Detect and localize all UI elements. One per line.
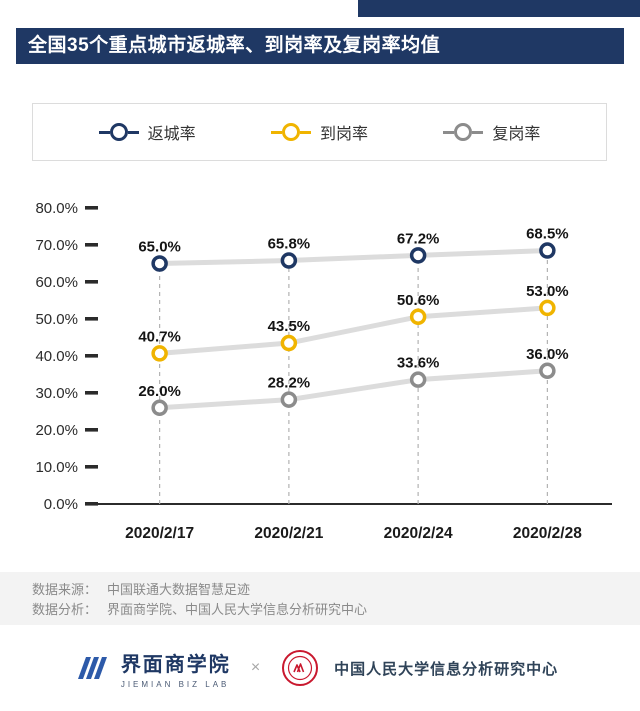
y-tick-label: 50.0%: [35, 311, 78, 328]
data-point: [539, 242, 556, 259]
y-tick-dash: [85, 280, 98, 284]
data-label: 53.0%: [526, 283, 569, 300]
data-point: [151, 399, 168, 417]
data-label: 40.7%: [138, 328, 181, 345]
legend-item-2: 复岗率: [443, 120, 540, 144]
legend-marker-icon: [270, 123, 311, 141]
data-label: 33.6%: [397, 355, 440, 372]
series-line: [157, 305, 550, 356]
data-label: 68.5%: [526, 226, 569, 243]
x-tick-label: 2020/2/28: [513, 525, 582, 542]
jiemian-subtitle: JIEMIAN BIZ LAB: [120, 679, 230, 689]
data-label: 26.0%: [138, 383, 181, 400]
data-point: [409, 308, 427, 326]
data-point: [280, 391, 298, 408]
chart-legend: 返城率 到岗率 复岗率: [32, 103, 607, 161]
decorative-top-bar: [358, 0, 640, 17]
cross-separator: ×: [250, 659, 261, 676]
y-tick-label: 30.0%: [35, 385, 78, 402]
y-tick-label: 0.0%: [44, 496, 78, 513]
data-label: 50.6%: [397, 292, 440, 309]
data-point: [409, 371, 427, 388]
jiemian-logo-icon: [77, 657, 107, 679]
legend-label: 返城率: [147, 126, 196, 143]
legend-label: 复岗率: [492, 126, 541, 143]
data-point: [409, 247, 427, 264]
jiemian-name: 界面商学院: [120, 653, 231, 676]
x-tick-label: 2020/2/24: [384, 525, 453, 542]
y-tick-label: 10.0%: [35, 459, 78, 476]
legend-marker-icon: [98, 123, 139, 141]
y-tick-label: 80.0%: [35, 200, 78, 217]
legend-item-1: 到岗率: [270, 120, 368, 144]
y-tick-dash: [85, 465, 98, 469]
data-label: 28.2%: [268, 375, 311, 392]
series-line: [157, 248, 550, 266]
ruc-seal-icon: [282, 650, 319, 686]
footer-logos: 界面商学院 JIEMIAN BIZ LAB × 中国人民大学信息分析研究中心: [0, 625, 640, 711]
data-point: [539, 299, 556, 317]
y-tick-label: 60.0%: [35, 274, 78, 291]
y-tick-label: 70.0%: [35, 237, 78, 254]
legend-marker-icon: [443, 123, 484, 141]
y-tick-dash: [85, 354, 98, 358]
page-title: 全国35个重点城市返城率、到岗率及复岗率均值: [16, 28, 624, 64]
data-analysis-label: 数据分析：: [32, 602, 98, 617]
data-point: [151, 345, 168, 362]
data-source-label: 数据来源：: [32, 582, 98, 597]
jiemian-logo-text: 界面商学院 JIEMIAN BIZ LAB: [121, 648, 231, 689]
y-tick-dash: [85, 206, 98, 210]
series-line: [157, 368, 550, 411]
data-analysis-value: 界面商学院、中国人民大学信息分析研究中心: [107, 602, 368, 617]
x-tick-label: 2020/2/17: [125, 525, 194, 542]
x-tick-label: 2020/2/21: [254, 525, 323, 542]
data-source-value: 中国联通大数据智慧足迹: [107, 582, 251, 597]
data-label: 36.0%: [526, 346, 569, 363]
ruc-name: 中国人民大学信息分析研究中心: [334, 660, 559, 678]
data-label: 43.5%: [268, 318, 311, 335]
y-tick-label: 20.0%: [35, 422, 78, 439]
data-point: [280, 334, 298, 352]
y-tick-dash: [85, 391, 98, 395]
data-label: 65.8%: [268, 236, 311, 253]
line-chart: 0.0% 10.0% 20.0% 30.0% 40.0% 50.0% 60.0% 70.0% 8…: [35, 200, 612, 542]
data-point: [151, 255, 168, 272]
y-tick-dash: [85, 317, 98, 321]
source-note: 数据来源： 中国联通大数据智慧足迹 数据分析： 界面商学院、中国人民大学信息分析…: [0, 572, 640, 625]
data-point: [539, 362, 556, 380]
legend-label: 到岗率: [319, 126, 368, 143]
data-point: [280, 252, 298, 269]
y-tick-label: 40.0%: [35, 348, 78, 365]
data-analysis-line: 数据分析： 界面商学院、中国人民大学信息分析研究中心: [32, 600, 640, 620]
data-label: 67.2%: [397, 230, 440, 247]
data-label: 65.0%: [138, 239, 181, 256]
y-tick-dash: [85, 428, 98, 432]
data-source-line: 数据来源： 中国联通大数据智慧足迹: [32, 580, 640, 600]
y-tick-dash: [85, 243, 98, 247]
legend-item-0: 返城率: [98, 120, 196, 144]
